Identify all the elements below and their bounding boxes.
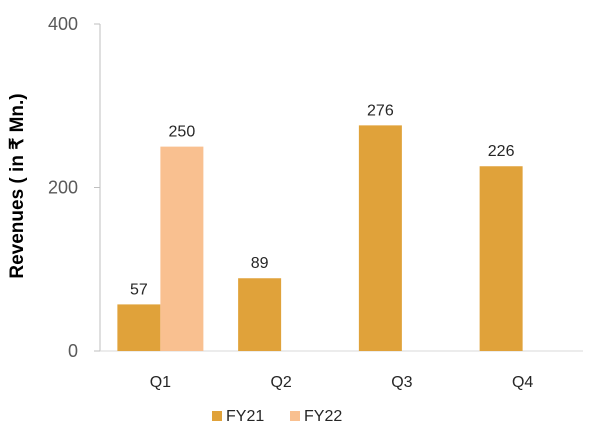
legend-swatch-fy22 (290, 411, 300, 421)
legend-swatch-fy21 (212, 411, 222, 421)
y-tick-label: 400 (48, 14, 78, 34)
data-label: 226 (488, 143, 515, 160)
bar-fy21-q1 (117, 304, 161, 351)
x-tick-label: Q2 (270, 374, 291, 391)
data-label: 250 (169, 124, 196, 141)
bar-fy21-q2 (238, 278, 282, 351)
x-tick-label: Q4 (512, 374, 533, 391)
bar-fy21-q3 (358, 125, 402, 352)
data-label: 276 (367, 102, 394, 119)
y-axis-title: Revenues ( in ₹ Mn.) (7, 93, 28, 278)
legend: FY21 FY22 (212, 408, 342, 425)
x-axis: Q1 Q2 Q3 Q4 (100, 350, 583, 391)
bar-fy22-q1 (160, 146, 204, 351)
y-axis: 0 200 400 (48, 14, 101, 361)
x-tick-label: Q3 (391, 374, 412, 391)
data-label: 57 (130, 281, 148, 298)
y-tick-label: 0 (68, 341, 78, 361)
legend-label-fy21: FY21 (226, 408, 264, 425)
bar-fy21-q4 (479, 166, 523, 351)
y-tick-label: 200 (48, 178, 78, 198)
x-tick-label: Q1 (150, 374, 171, 391)
bars (117, 125, 523, 352)
data-labels: 57 89 276 226 250 (130, 102, 515, 298)
data-label: 89 (251, 255, 269, 272)
legend-label-fy22: FY22 (304, 408, 342, 425)
